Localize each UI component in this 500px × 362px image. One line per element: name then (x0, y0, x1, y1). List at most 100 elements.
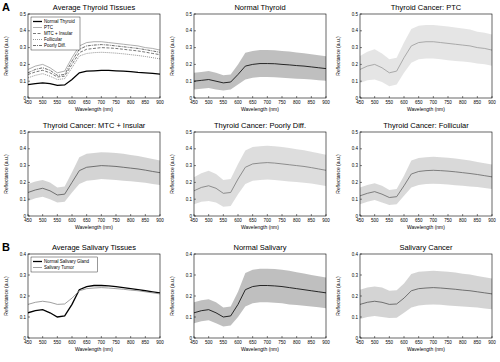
series-line (360, 42, 492, 73)
plot-data (194, 269, 326, 327)
x-tick-label: 900 (488, 218, 496, 223)
y-tick-label: 0 (189, 96, 192, 101)
y-axis-label: Reflectance (a.u.) (335, 154, 341, 194)
x-tick-label: 600 (234, 340, 242, 345)
x-axis-label: Wavelength (nm) (241, 106, 279, 112)
x-tick (145, 214, 146, 216)
x-tick-label: 550 (54, 100, 62, 105)
y-axis-label: Reflectance (a.u.) (169, 276, 175, 316)
x-tick-label: 700 (430, 340, 438, 345)
x-tick (208, 214, 209, 216)
plot-frame (360, 14, 492, 98)
x-tick (389, 96, 390, 98)
x-tick-label: 650 (415, 340, 423, 345)
panel: Thyroid Cancer: MTC + Insular45050055060… (3, 121, 164, 230)
y-axis-label: Reflectance (a.u.) (335, 36, 341, 76)
y-tick-label: 0.1 (352, 315, 359, 320)
y-tick-label: 0.3 (186, 45, 193, 50)
x-tick-label: 500 (39, 100, 47, 105)
plot-frame (28, 132, 160, 216)
x-tick-label: 450 (356, 340, 364, 345)
legend-swatch (33, 39, 42, 40)
y-tick-label: 0.4 (20, 28, 27, 33)
y-tick-label: 0.3 (352, 273, 359, 278)
x-tick-label: 900 (488, 100, 496, 105)
x-tick (223, 96, 224, 98)
x-axis-label: Wavelength (nm) (407, 106, 445, 112)
x-tick-label: 650 (83, 340, 91, 345)
y-tick-label: 0.2 (20, 294, 27, 299)
y-tick-label: 0.3 (352, 45, 359, 50)
title: Average Salivary Tissues (52, 243, 136, 252)
x-tick-label: 850 (308, 218, 316, 223)
y-tick-label: 0.3 (20, 163, 27, 168)
x-tick (418, 214, 419, 216)
x-tick-label: 750 (444, 100, 452, 105)
x-tick-label: 450 (24, 100, 32, 105)
x-tick-label: 600 (68, 218, 76, 223)
y-tick-label: 0.2 (352, 180, 359, 185)
x-tick-label: 850 (142, 340, 150, 345)
x-tick (433, 96, 434, 98)
legend: Normal ThyroidPTCMTC + InsularFollicular… (31, 17, 80, 50)
x-tick (311, 96, 312, 98)
y-tick-label: 0 (23, 214, 26, 219)
x-tick-label: 750 (278, 340, 286, 345)
x-tick-label: 600 (68, 100, 76, 105)
x-tick-label: 800 (459, 100, 467, 105)
x-tick (374, 96, 375, 98)
std-band (194, 50, 326, 90)
x-tick (57, 96, 58, 98)
x-tick (42, 214, 43, 216)
x-tick-label: 750 (444, 340, 452, 345)
std-band (28, 152, 160, 202)
x-tick-label: 850 (474, 340, 482, 345)
x-tick-label: 600 (400, 100, 408, 105)
x-tick (282, 96, 283, 98)
std-band (360, 157, 492, 205)
panel: Normal Thyroid45050055060065070075080085… (169, 3, 330, 112)
panel-label: A (2, 1, 10, 13)
plot-frame (194, 132, 326, 216)
panel: Normal Salivary4505005506006507007508008… (169, 243, 330, 352)
y-axis-label: Reflectance (a.u.) (335, 276, 341, 316)
y-tick-label: 0.2 (186, 180, 193, 185)
x-tick (223, 214, 224, 216)
legend-swatch (33, 45, 42, 46)
y-tick-label: 0.1 (186, 197, 193, 202)
x-tick-label: 900 (156, 340, 164, 345)
y-tick-label: 0.1 (186, 315, 193, 320)
x-tick (267, 96, 268, 98)
x-tick (101, 96, 102, 98)
x-tick-label: 550 (386, 340, 394, 345)
y-axis-label: Reflectance (a.u.) (169, 154, 175, 194)
legend-label: Salivary Tumor (44, 265, 75, 270)
x-tick-label: 600 (234, 100, 242, 105)
x-tick-label: 700 (98, 218, 106, 223)
x-tick-label: 500 (371, 100, 379, 105)
x-tick-label: 900 (322, 100, 330, 105)
series-line (28, 52, 160, 79)
y-axis-label: Reflectance (a.u.) (3, 36, 9, 76)
x-tick (145, 96, 146, 98)
panel-label: B (2, 241, 10, 253)
y-axis-label: Reflectance (a.u.) (3, 276, 9, 316)
x-axis-label: Wavelength (nm) (75, 346, 113, 352)
x-tick-label: 750 (112, 100, 120, 105)
plot-data (360, 271, 492, 319)
x-tick-label: 500 (371, 218, 379, 223)
y-tick-label: 0.3 (186, 273, 193, 278)
y-tick-label: 0.2 (20, 62, 27, 67)
figure: AAverage Thyroid Tissues4505005506006507… (0, 0, 500, 362)
y-tick-label: 0 (23, 336, 26, 341)
x-tick (448, 96, 449, 98)
plot-frame (360, 132, 492, 216)
x-tick-label: 450 (190, 100, 198, 105)
title: Thyroid Cancer: PTC (391, 3, 462, 12)
series-line (194, 163, 326, 194)
plot-data (28, 286, 160, 318)
x-axis-label: Wavelength (nm) (241, 346, 279, 352)
x-tick-label: 600 (400, 340, 408, 345)
x-tick (418, 96, 419, 98)
x-tick-label: 800 (127, 218, 135, 223)
